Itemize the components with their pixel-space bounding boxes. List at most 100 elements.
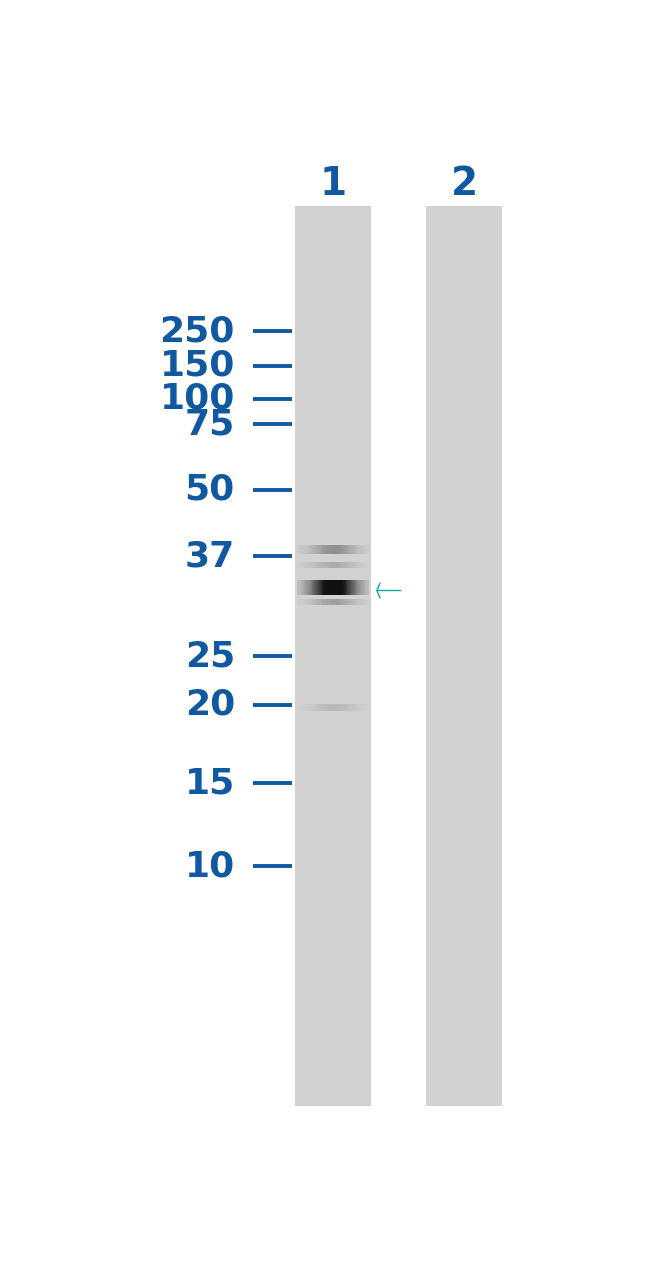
Bar — [358, 545, 359, 554]
Bar — [363, 563, 365, 568]
Bar — [316, 579, 317, 596]
Bar — [362, 545, 363, 554]
Bar — [332, 563, 333, 568]
Bar — [325, 579, 326, 596]
Bar — [301, 563, 302, 568]
Bar — [343, 705, 344, 711]
Bar — [304, 705, 306, 711]
Bar — [329, 545, 330, 554]
Bar — [306, 545, 307, 554]
Bar — [355, 599, 356, 606]
Bar — [363, 599, 365, 606]
Bar — [362, 599, 363, 606]
Bar — [316, 563, 317, 568]
Bar — [356, 599, 358, 606]
Bar — [368, 599, 369, 606]
Bar — [322, 579, 323, 596]
Bar — [299, 563, 300, 568]
Text: 10: 10 — [185, 850, 235, 883]
Bar — [343, 545, 344, 554]
Bar — [311, 705, 313, 711]
Bar — [301, 705, 302, 711]
Bar — [365, 563, 367, 568]
Bar — [323, 563, 324, 568]
Bar — [324, 579, 325, 596]
Bar — [360, 563, 361, 568]
Bar — [318, 563, 320, 568]
Bar — [323, 599, 324, 606]
Bar — [298, 579, 299, 596]
Bar — [344, 579, 346, 596]
Bar — [323, 579, 324, 596]
Bar — [328, 579, 329, 596]
Bar — [327, 579, 328, 596]
Bar — [350, 579, 351, 596]
Bar — [342, 545, 343, 554]
Bar — [342, 599, 343, 606]
Bar — [339, 705, 341, 711]
Bar — [365, 705, 367, 711]
Bar — [330, 579, 332, 596]
Bar — [360, 599, 361, 606]
Bar — [333, 545, 334, 554]
Text: 37: 37 — [185, 540, 235, 573]
Bar — [358, 599, 359, 606]
Bar — [356, 545, 358, 554]
Bar — [349, 599, 350, 606]
Bar — [350, 545, 351, 554]
Bar — [336, 545, 337, 554]
Bar — [311, 599, 313, 606]
Bar — [313, 705, 315, 711]
Bar — [344, 599, 346, 606]
Bar — [308, 599, 309, 606]
Bar — [299, 579, 300, 596]
Bar — [329, 563, 330, 568]
Bar — [343, 599, 344, 606]
Bar — [299, 599, 300, 606]
Bar — [351, 599, 352, 606]
Bar — [307, 563, 308, 568]
Bar — [332, 599, 333, 606]
Bar — [302, 563, 303, 568]
Bar — [326, 705, 327, 711]
Bar — [359, 579, 360, 596]
Bar — [313, 545, 315, 554]
Bar — [318, 579, 320, 596]
Bar — [341, 599, 342, 606]
Bar — [302, 599, 303, 606]
Bar — [317, 563, 318, 568]
Bar — [304, 563, 306, 568]
Bar — [346, 599, 348, 606]
Bar — [346, 579, 348, 596]
Bar — [315, 563, 316, 568]
Bar — [322, 545, 323, 554]
Bar — [308, 563, 309, 568]
Bar — [368, 545, 369, 554]
Bar — [302, 579, 303, 596]
Bar — [355, 705, 356, 711]
Bar — [308, 705, 309, 711]
Bar — [334, 545, 335, 554]
Bar — [300, 545, 301, 554]
Bar — [328, 705, 329, 711]
Bar — [322, 599, 323, 606]
Bar — [324, 545, 325, 554]
Bar — [348, 579, 349, 596]
Bar — [348, 599, 349, 606]
Bar — [308, 545, 309, 554]
Bar — [344, 563, 346, 568]
Bar — [309, 579, 310, 596]
Bar — [353, 545, 354, 554]
Bar — [337, 579, 339, 596]
Bar — [361, 579, 362, 596]
Bar — [352, 705, 353, 711]
Bar — [297, 563, 298, 568]
Bar — [367, 579, 368, 596]
Bar — [310, 705, 311, 711]
Bar — [323, 545, 324, 554]
Bar — [342, 705, 343, 711]
Bar — [328, 563, 329, 568]
Bar — [341, 545, 342, 554]
Bar — [298, 563, 299, 568]
Bar — [310, 545, 311, 554]
